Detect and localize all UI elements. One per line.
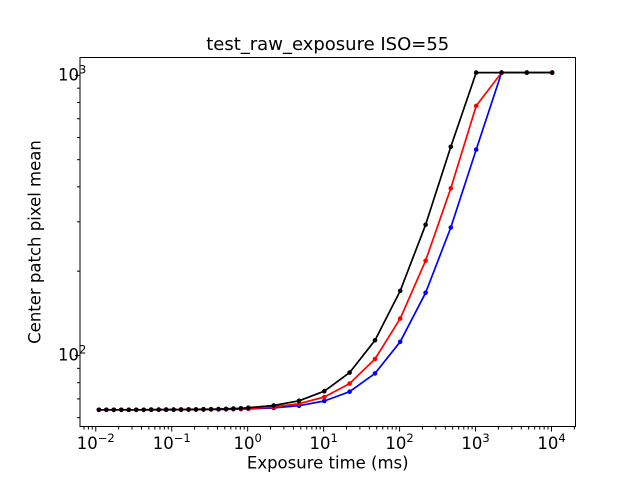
series-black-marker [119,407,124,413]
x-tick-label: 10−2 [77,431,115,453]
x-tick-label: 102 [385,431,413,453]
x-axis-label: Exposure time (ms) [247,454,409,473]
series-black-marker [133,407,139,413]
series-black-marker [231,406,236,411]
series-black-marker [397,288,403,294]
x-tick-label: 104 [537,431,565,453]
series-black-marker [223,406,229,412]
series-black-marker [148,407,154,412]
x-tick-label: 103 [461,431,489,453]
series-red-marker [322,394,327,400]
series-black-marker [423,222,428,228]
series-black-marker [372,338,378,343]
series-red-marker [372,356,378,362]
series-black-marker [499,70,504,75]
series-black-marker [171,407,176,412]
series-black-marker [448,144,454,150]
series-black-marker [208,406,214,412]
series-blue-marker [397,339,403,345]
x-tick-label: 10−1 [153,431,191,453]
series-black-marker [524,70,530,75]
series-blue-marker [423,290,428,296]
series-black [96,70,555,413]
series-black-marker [96,407,102,413]
series-black-marker [347,370,352,375]
series-black-marker [322,388,327,394]
series-black-marker [104,407,109,413]
chart-title: test_raw_exposure ISO=55 [206,34,449,55]
series-black-marker [201,406,206,412]
series-blue-marker [448,225,454,230]
series-blue-marker [347,389,352,395]
series-black-marker [126,407,132,413]
series-red-marker [473,103,479,109]
series-blue-marker [372,371,378,376]
y-tick-label: 102 [58,343,86,365]
series-black-marker [296,398,302,404]
series-black-marker [549,70,555,75]
plot-content: 10−2 10−1 100 101 102 103 104 102 103 [58,62,575,453]
series-black-marker [111,407,117,413]
series-red-marker [397,316,403,321]
series-black-marker [156,407,161,412]
x-tick-label: 101 [309,431,337,453]
series-black-marker [163,407,169,412]
series-black-marker [238,406,244,411]
series-red-marker [423,258,428,264]
series-black-marker [246,405,251,411]
x-tick-label: 100 [234,431,262,453]
y-tick-label: 103 [58,62,86,84]
series-black-marker [271,403,277,408]
series-black-marker [473,70,479,75]
series-blue-marker [322,398,327,404]
series-black-marker [141,407,146,413]
series-black-marker [186,407,191,412]
series-red-marker [448,186,454,191]
plot-border [79,57,576,427]
series-black-marker [193,407,199,412]
y-axis-label: Center patch pixel mean [26,140,45,344]
series-black-marker [216,406,221,412]
series-blue-marker [473,147,479,152]
series-red-marker [347,381,352,386]
series-black-marker [178,407,184,412]
